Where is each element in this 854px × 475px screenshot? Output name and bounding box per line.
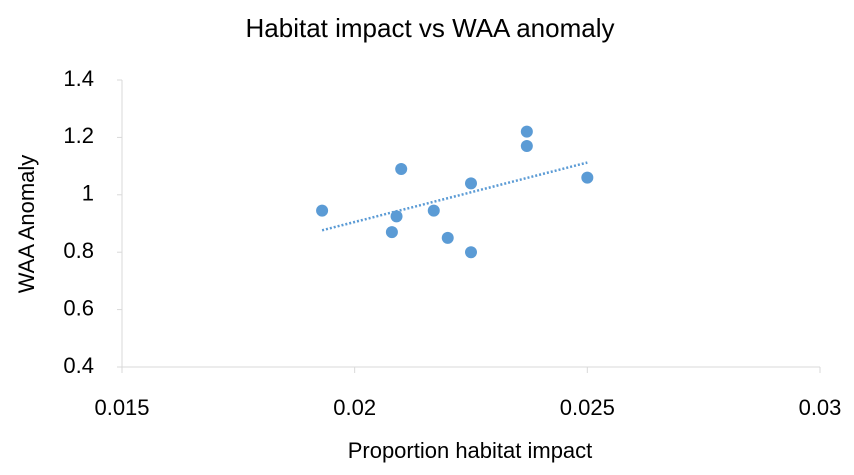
point xyxy=(441,231,454,244)
y-tick-label: 1 xyxy=(82,181,94,206)
x-tick-label: 0.02 xyxy=(333,395,376,420)
y-axis-title: WAA Anomaly xyxy=(14,155,39,294)
y-tick-label: 0.4 xyxy=(63,353,94,378)
point xyxy=(390,210,403,223)
x-tick-label: 0.015 xyxy=(94,395,149,420)
y-tick-label: 0.6 xyxy=(63,295,94,320)
y-tick-label: 1.4 xyxy=(63,66,94,91)
x-axis-title: Proportion habitat impact xyxy=(348,438,593,463)
point xyxy=(395,162,408,175)
point xyxy=(465,177,477,190)
y-tick-label: 1.2 xyxy=(63,123,94,148)
point xyxy=(581,171,594,184)
point xyxy=(520,125,533,138)
point xyxy=(427,204,440,217)
trendline xyxy=(321,161,588,232)
chart-title: Habitat impact vs WAA anomaly xyxy=(246,13,615,43)
point xyxy=(316,204,329,217)
x-tick-label: 0.03 xyxy=(799,395,842,420)
y-tick-label: 0.8 xyxy=(63,238,94,263)
point xyxy=(385,226,398,239)
point xyxy=(465,246,477,259)
x-tick-label: 0.025 xyxy=(560,395,615,420)
point xyxy=(520,140,533,153)
